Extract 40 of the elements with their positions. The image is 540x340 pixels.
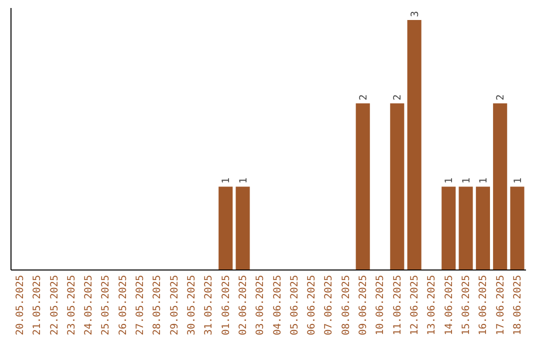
x-tick-label: 30.05.2025 (186, 275, 198, 336)
x-tick-label: 11.06.2025 (392, 275, 404, 336)
x-tick-label: 14.06.2025 (444, 275, 455, 336)
x-tick-label: 04.06.2025 (272, 275, 284, 336)
x-tick-label: 31.05.2025 (204, 275, 215, 336)
x-tick-label: 06.06.2025 (306, 275, 318, 336)
x-tick-label: 16.06.2025 (478, 275, 490, 336)
data-label: 1 (221, 178, 232, 184)
x-tick-label: 03.06.2025 (255, 275, 266, 336)
x-tick-label: 26.05.2025 (118, 275, 129, 336)
x-tick-label: 07.06.2025 (324, 275, 335, 336)
x-tick-label: 24.05.2025 (84, 275, 95, 336)
data-label: 2 (392, 94, 404, 100)
data-label: 2 (358, 94, 370, 100)
data-label: 3 (410, 10, 421, 17)
x-tick-label: 02.06.2025 (238, 275, 249, 336)
x-tick-label: 10.06.2025 (375, 275, 386, 336)
data-label: 1 (461, 178, 472, 184)
x-tick-label: 15.06.2025 (460, 275, 472, 336)
x-tick-label: 28.05.2025 (152, 275, 164, 336)
data-label: 1 (512, 178, 524, 184)
x-tick-label: 18.06.2025 (512, 275, 524, 336)
x-tick-label: 20.05.2025 (14, 275, 26, 336)
data-label: 1 (444, 178, 456, 184)
data-label: 2 (496, 94, 507, 100)
x-tick-label: 13.06.2025 (426, 275, 438, 336)
x-tick-label: 27.05.2025 (135, 275, 146, 336)
x-tick-label: 01.06.2025 (220, 275, 232, 336)
data-label: 1 (238, 178, 250, 184)
data-label: 1 (478, 178, 490, 184)
x-tick-label: 23.05.2025 (66, 275, 78, 336)
x-tick-label: 29.05.2025 (169, 275, 180, 336)
x-tick-label: 22.05.2025 (49, 275, 60, 336)
x-tick-label: 25.05.2025 (100, 275, 112, 336)
x-tick-label: 12.06.2025 (410, 275, 421, 336)
x-tick-label: 21.05.2025 (32, 275, 44, 336)
x-tick-label: 05.06.2025 (289, 275, 300, 336)
x-tick-label: 09.06.2025 (358, 275, 370, 336)
x-tick-label: 17.06.2025 (495, 275, 506, 336)
x-tick-label: 08.06.2025 (340, 275, 352, 336)
